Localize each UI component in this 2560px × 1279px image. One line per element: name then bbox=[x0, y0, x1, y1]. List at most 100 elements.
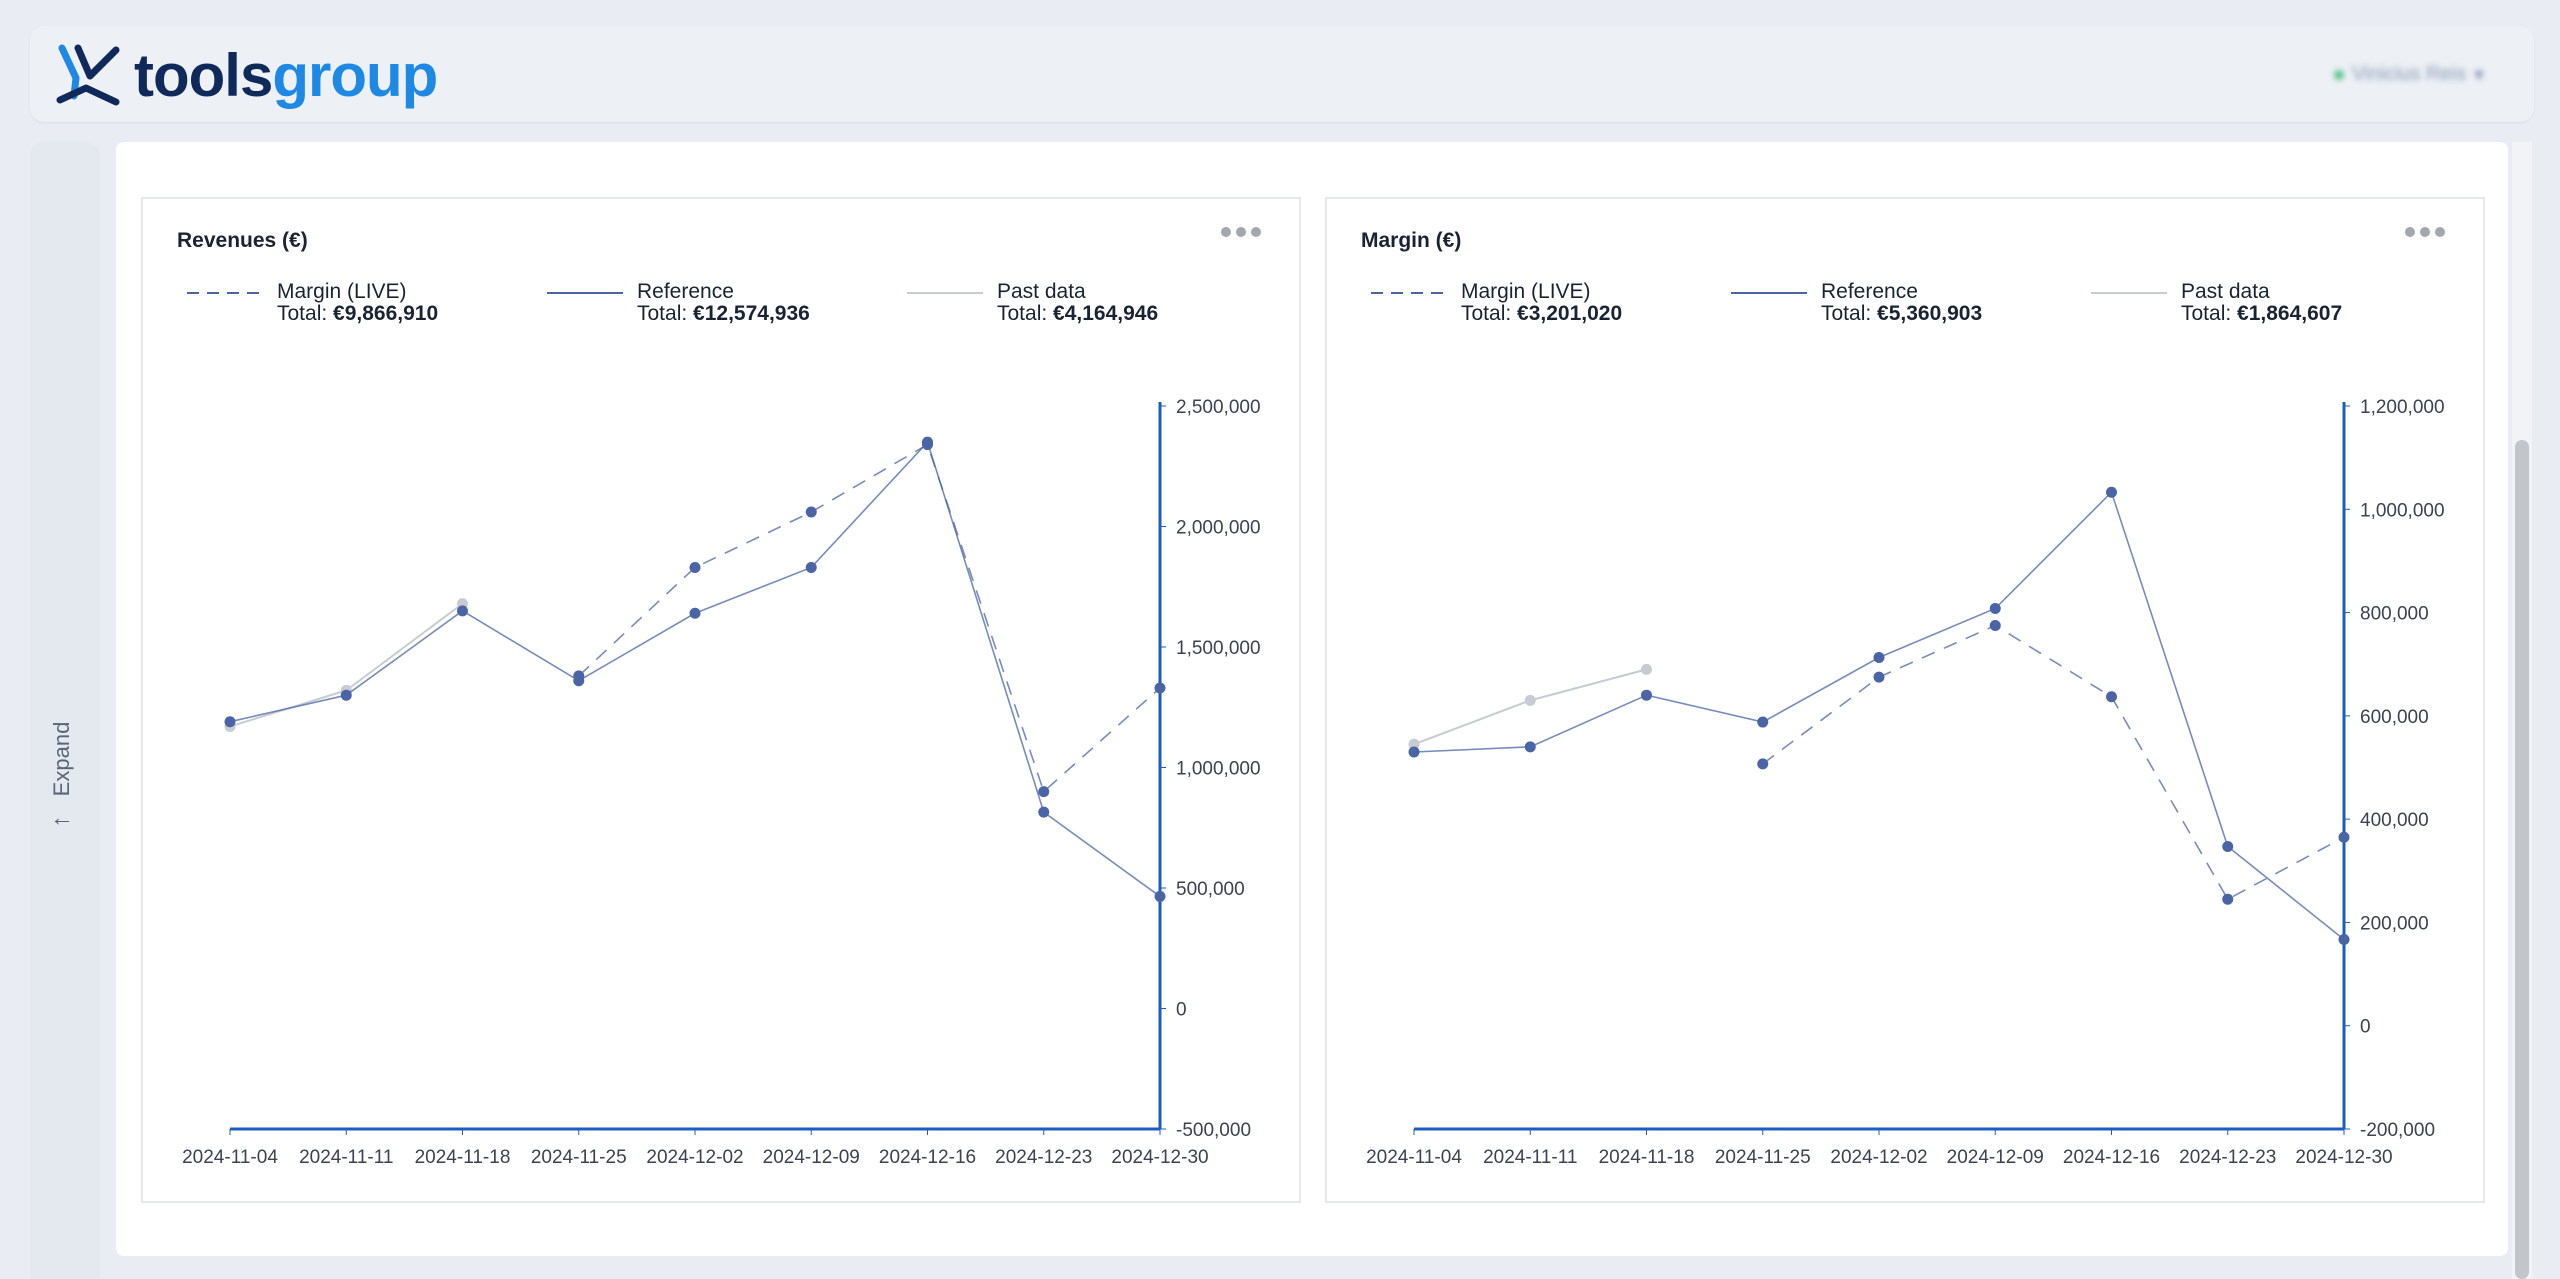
x-tick-label: 2024-11-04 bbox=[1366, 1147, 1462, 1168]
y-tick-label: 2,000,000 bbox=[1176, 518, 1261, 539]
x-tick-label: 2024-12-09 bbox=[1947, 1147, 2044, 1168]
data-point-reference bbox=[340, 689, 352, 701]
data-point-reference bbox=[1641, 689, 1652, 701]
expand-button[interactable]: ← Expand bbox=[48, 721, 76, 832]
top-bar: toolsgroup Vinicius Reis ▾ bbox=[30, 26, 2534, 122]
y-tick-label: 1,000,000 bbox=[2360, 500, 2445, 521]
brand-logo-icon bbox=[56, 44, 120, 106]
y-tick-label: -500,000 bbox=[1176, 1120, 1251, 1141]
chart-legend: Margin (LIVE) Total: €9,866,910 Reference… bbox=[187, 280, 1159, 325]
data-point-margin-live bbox=[573, 670, 585, 682]
data-point-margin-live bbox=[2222, 893, 2234, 905]
x-tick-label: 2024-11-11 bbox=[299, 1147, 393, 1168]
x-tick-label: 2024-12-02 bbox=[646, 1147, 743, 1168]
series-line-margin-live bbox=[1762, 624, 2345, 901]
x-tick-label: 2024-12-02 bbox=[1830, 1147, 1927, 1168]
legend-total: €12,574,936 bbox=[693, 302, 810, 325]
x-tick-label: 2024-12-23 bbox=[2179, 1147, 2276, 1168]
data-point-reference bbox=[1154, 890, 1166, 902]
x-tick-label: 2024-11-25 bbox=[1715, 1147, 1811, 1168]
legend-series-name: Reference bbox=[1821, 280, 1918, 303]
data-point-past-data bbox=[1408, 738, 1420, 750]
y-tick-label: 0 bbox=[1176, 1000, 1187, 1021]
series-line-margin-live bbox=[578, 443, 1161, 794]
y-tick-label: 400,000 bbox=[2360, 810, 2429, 831]
x-tick-label: 2024-12-09 bbox=[763, 1147, 860, 1168]
x-tick-label: 2024-11-25 bbox=[531, 1147, 627, 1168]
x-tick-label: 2024-12-16 bbox=[2063, 1147, 2160, 1168]
status-dot bbox=[2333, 69, 2344, 80]
data-point-reference bbox=[2106, 486, 2117, 498]
arrow-right-icon: ← bbox=[50, 804, 74, 832]
data-point-margin-live bbox=[689, 561, 701, 573]
data-point-reference bbox=[2338, 933, 2350, 945]
sidebar bbox=[30, 142, 100, 1279]
data-point-margin-live bbox=[2338, 831, 2350, 843]
scrollbar-thumb[interactable] bbox=[2515, 440, 2529, 1279]
data-point-reference bbox=[805, 561, 817, 573]
revenues-chart-card: Revenues (€) Margin (LIVE) Total: €9,866,… bbox=[141, 197, 1301, 1203]
user-name: Vinicius Reis bbox=[2351, 63, 2466, 85]
user-menu[interactable]: Vinicius Reis ▾ bbox=[2333, 62, 2484, 87]
y-tick-label: 800,000 bbox=[2360, 604, 2429, 625]
legend-series-name: Past data bbox=[997, 280, 1086, 303]
x-tick-label: 2024-11-04 bbox=[182, 1147, 278, 1168]
data-point-margin-live bbox=[922, 439, 933, 451]
data-point-margin-live bbox=[1873, 671, 1885, 683]
legend-series-name: Margin (LIVE) bbox=[277, 280, 407, 303]
data-point-reference bbox=[1757, 716, 1769, 728]
brand-name: toolsgroup bbox=[134, 42, 438, 109]
expand-label: Expand bbox=[49, 721, 74, 797]
data-point-margin-live bbox=[1757, 758, 1769, 770]
legend-series-name: Margin (LIVE) bbox=[1461, 280, 1591, 303]
data-point-margin-live bbox=[1154, 682, 1166, 694]
data-point-margin-live bbox=[2106, 691, 2117, 703]
data-point-reference bbox=[1873, 652, 1885, 664]
legend-series-name: Past data bbox=[2181, 280, 2270, 303]
y-tick-label: 2,500,000 bbox=[1176, 397, 1261, 418]
chart-title: Margin (€) bbox=[1361, 229, 1462, 252]
scrollbar[interactable] bbox=[2512, 142, 2532, 1279]
legend-total: €5,360,903 bbox=[1877, 302, 1983, 325]
revenues-line-chart: 2,500,000 2,000,000 1,500,000 1,000,000 500,… bbox=[182, 397, 1261, 1168]
data-point-past-data bbox=[1524, 694, 1536, 706]
data-point-reference bbox=[1038, 806, 1050, 818]
legend-total: €9,866,910 bbox=[333, 302, 439, 325]
data-point-margin-live bbox=[805, 506, 817, 518]
y-tick-label: 1,200,000 bbox=[2360, 397, 2445, 418]
data-point-reference bbox=[457, 605, 468, 617]
x-tick-label: 2024-11-18 bbox=[415, 1147, 511, 1168]
data-point-past-data bbox=[1641, 663, 1652, 675]
x-tick-label: 2024-11-18 bbox=[1599, 1147, 1695, 1168]
legend-total: €3,201,020 bbox=[1517, 302, 1623, 325]
y-tick-label: 0 bbox=[2360, 1017, 2371, 1038]
data-point-reference bbox=[2222, 841, 2234, 853]
y-tick-label: 200,000 bbox=[2360, 913, 2429, 934]
data-point-reference bbox=[224, 716, 236, 728]
x-tick-label: 2024-12-30 bbox=[2295, 1147, 2392, 1168]
series-line-past-data bbox=[229, 602, 464, 728]
x-tick-label: 2024-12-23 bbox=[995, 1147, 1092, 1168]
chart-title: Revenues (€) bbox=[177, 229, 308, 252]
brand-logo[interactable]: toolsgroup bbox=[56, 40, 438, 112]
chevron-down-icon: ▾ bbox=[2473, 64, 2484, 86]
x-tick-label: 2024-12-16 bbox=[879, 1147, 976, 1168]
more-options-icon[interactable] bbox=[1221, 227, 1261, 237]
margin-line-chart: 1,200,000 1,000,000 800,000 600,000 400,000 2… bbox=[1366, 397, 2445, 1168]
y-tick-label: 500,000 bbox=[1176, 879, 1245, 900]
x-tick-label: 2024-12-30 bbox=[1111, 1147, 1208, 1168]
series-line-past-data bbox=[1413, 668, 1647, 746]
y-tick-label: 600,000 bbox=[2360, 707, 2429, 728]
y-tick-label: 1,000,000 bbox=[1176, 759, 1261, 780]
data-point-reference bbox=[1989, 602, 2001, 614]
data-point-reference bbox=[689, 607, 701, 619]
series-line-reference bbox=[229, 440, 1161, 898]
legend-series-name: Reference bbox=[637, 280, 734, 303]
series-line-reference bbox=[1413, 490, 2345, 941]
more-options-icon[interactable] bbox=[2405, 227, 2445, 237]
legend-total: €4,164,946 bbox=[1053, 302, 1159, 325]
chart-legend: Margin (LIVE) Total: €3,201,020 Reference… bbox=[1371, 280, 2343, 325]
data-point-reference bbox=[1524, 741, 1536, 753]
y-tick-label: -200,000 bbox=[2360, 1120, 2435, 1141]
y-tick-label: 1,500,000 bbox=[1176, 638, 1261, 659]
